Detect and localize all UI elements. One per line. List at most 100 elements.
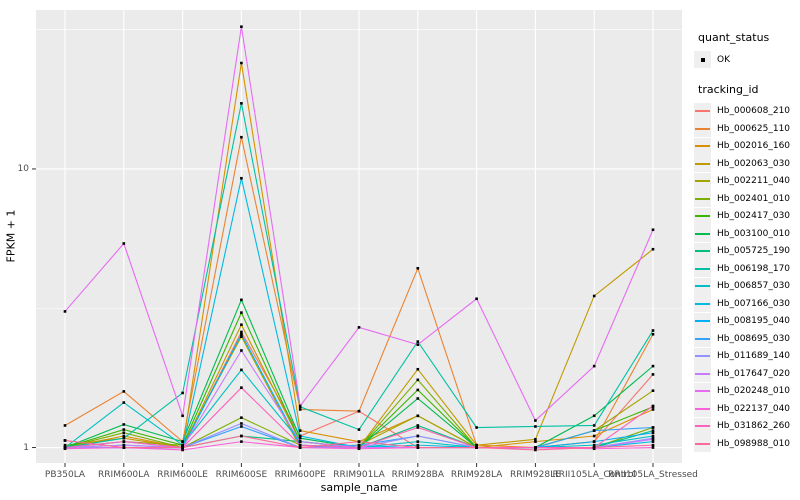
data-point [181, 446, 184, 449]
data-point [240, 335, 243, 338]
legend-item-label: Hb_006857_030 [717, 281, 791, 292]
data-point [357, 428, 361, 431]
legend-item-Hb_020248_010: Hb_020248_010 [694, 382, 800, 401]
legend-key-box [694, 120, 711, 138]
data-point [416, 388, 420, 392]
data-point [475, 446, 478, 449]
data-point [240, 440, 243, 443]
data-point [240, 422, 243, 425]
data-point [122, 443, 126, 447]
legend-key-box [694, 382, 711, 400]
data-point [416, 434, 420, 438]
data-point [651, 446, 655, 449]
legend-color-swatch [695, 372, 710, 375]
legend-key-box [694, 330, 711, 348]
legend-item-Hb_005725_190: Hb_005725_190 [694, 242, 800, 261]
legend-item-label: OK [717, 54, 730, 65]
data-point [592, 424, 596, 427]
x-tick-label-RRIM928BA: RRIM928BA [391, 470, 445, 480]
legend-item-Hb_003100_010: Hb_003100_010 [694, 225, 800, 243]
legend-item-Hb_002016_160: Hb_002016_160 [694, 137, 800, 156]
legend-item-Hb_002063_030: Hb_002063_030 [694, 155, 800, 173]
data-point [651, 373, 655, 376]
legend-item-label: Hb_000625_110 [717, 123, 791, 134]
data-point [240, 386, 243, 389]
data-point [122, 431, 126, 435]
data-point [651, 408, 655, 411]
legend-item-Hb_011689_140: Hb_011689_140 [694, 347, 800, 366]
data-point [475, 443, 478, 447]
data-point [416, 426, 420, 429]
legend-color-swatch [695, 110, 710, 113]
data-point [651, 438, 655, 441]
legend-key-box [694, 102, 711, 120]
legend-item-label: Hb_000608_210 [717, 106, 791, 117]
data-point [534, 438, 537, 441]
legend-title-tracking-id: tracking_id [698, 82, 759, 96]
x-tick-label-RRIM600LA: RRIM600LA [98, 470, 150, 480]
y-axis-title: FPKM + 1 [4, 209, 18, 263]
data-point [122, 446, 126, 449]
data-point [534, 448, 537, 452]
data-point [298, 408, 302, 411]
legend: quant_status OK tracking_id Hb_000608_21… [694, 31, 800, 453]
data-point [240, 61, 243, 65]
data-point [475, 297, 478, 301]
legend-item-label: Hb_020248_010 [717, 386, 791, 397]
data-point [534, 425, 537, 428]
legend-item-Hb_017647_020: Hb_017647_020 [694, 365, 800, 383]
data-point [592, 414, 596, 418]
legend-tracking-entries: Hb_000608_210 Hb_000625_110 Hb_002016_160 H… [694, 102, 800, 453]
legend-color-swatch [695, 145, 710, 148]
data-point [298, 434, 302, 438]
data-point [416, 378, 420, 382]
data-point [357, 409, 361, 413]
legend-item-Hb_006198_170: Hb_006198_170 [694, 260, 800, 278]
data-point [240, 298, 243, 302]
data-point [240, 368, 243, 372]
legend-item-label: Hb_002211_040 [717, 176, 791, 187]
legend-item-label: Hb_007166_030 [717, 298, 791, 309]
y-tick-label: 10 [17, 163, 29, 174]
legend-item-label: Hb_008195_040 [717, 316, 791, 327]
legend-color-swatch [695, 250, 710, 253]
data-point [592, 364, 596, 368]
data-point [122, 423, 126, 426]
legend-key-box [694, 242, 711, 260]
legend-color-swatch [695, 355, 710, 358]
legend-item-Hb_000608_210: Hb_000608_210 [694, 102, 800, 121]
legend-key-box [694, 207, 711, 225]
legend-key-box [694, 225, 711, 243]
x-tick-label-RRIM928LA: RRIM928LA [450, 470, 503, 480]
legend-color-swatch [695, 320, 710, 323]
data-point [181, 391, 184, 395]
legend-color-swatch [695, 337, 710, 340]
data-point [357, 443, 361, 447]
legend-item-label: Hb_017647_020 [717, 368, 791, 379]
data-point [592, 443, 596, 447]
x-tick-label-RRIM600PE: RRIM600PE [274, 470, 326, 480]
data-point [416, 266, 420, 270]
data-point [63, 424, 67, 427]
legend-key-box [694, 172, 711, 190]
data-point [181, 440, 184, 443]
legend-color-swatch [695, 425, 710, 428]
data-point [534, 446, 537, 449]
legend-color-swatch [695, 407, 710, 410]
data-point [651, 228, 655, 232]
legend-key-box [694, 277, 711, 295]
data-point [534, 440, 537, 443]
data-point [592, 446, 596, 449]
data-point [651, 389, 655, 392]
data-point [416, 343, 420, 346]
legend-item-label: Hb_002016_160 [717, 141, 791, 152]
data-point [240, 176, 243, 180]
data-point [181, 414, 184, 418]
data-point [592, 440, 596, 443]
legend-key-box [694, 347, 711, 365]
data-point [416, 424, 420, 427]
legend-color-swatch [695, 180, 710, 183]
legend-item-label: Hb_003100_010 [717, 228, 791, 239]
ok-point-marker [700, 57, 705, 62]
